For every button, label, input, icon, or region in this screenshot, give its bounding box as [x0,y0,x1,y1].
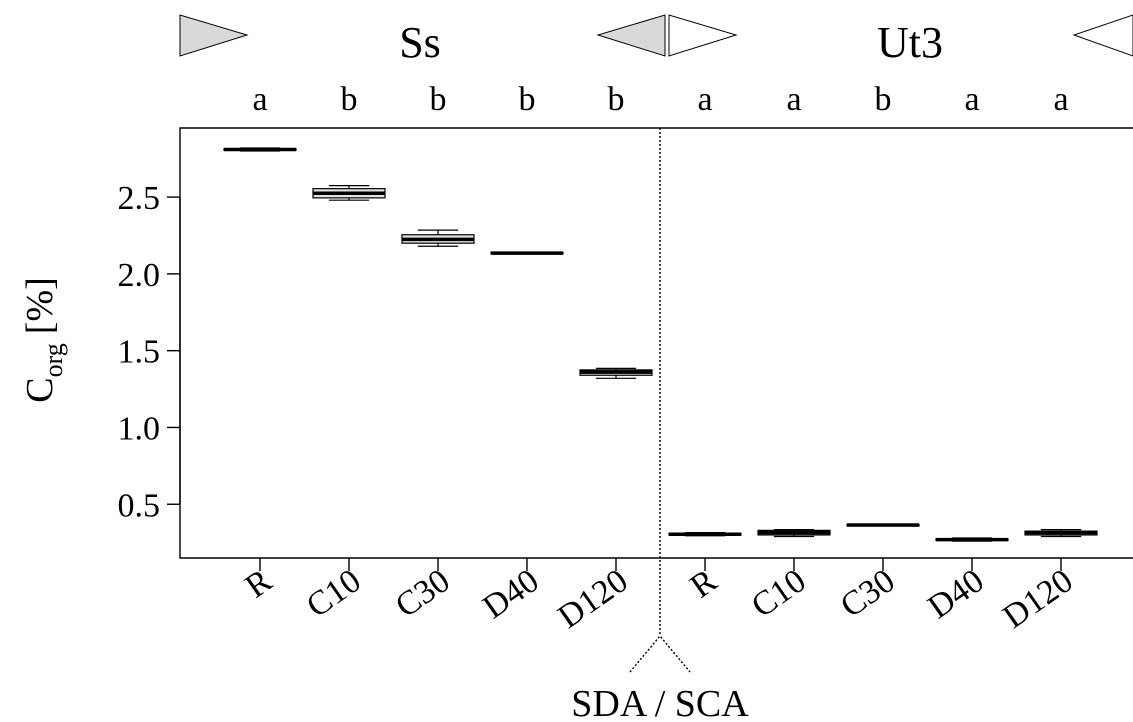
y-axis-label-subscript: org [39,343,68,377]
significance-letter: a [1053,81,1068,118]
x-tick-labels: R C10 C30 D40 D120 R C10 C30 D40 D120 [239,558,1080,636]
significance-letter: a [697,81,712,118]
x-tick-label: D120 [551,562,634,636]
box [401,229,475,247]
y-tick-label: 2.0 [118,257,161,294]
ut3-left-triangle-icon [668,14,738,57]
box [490,251,564,255]
y-tick-label: 2.5 [118,180,161,217]
x-tick-label: C10 [300,562,368,625]
group-title-ut3: Ut3 [877,18,943,67]
ut3-right-triangle-icon [1072,14,1133,57]
x-tick-label: R [239,562,279,606]
x-tick-label: D120 [996,562,1079,636]
boxes [223,147,1098,542]
divider-split [629,634,691,673]
y-axis-label: Corg [%] [19,277,68,403]
y-tick-label: 1.0 [118,410,161,447]
ss-left-triangle-icon [179,14,249,57]
box [1024,528,1098,538]
y-axis-label-unit: [%] [19,277,61,334]
box [668,532,742,537]
group-title-ss: Ss [399,18,441,67]
y-tick-label: 0.5 [118,487,161,524]
x-tick-label: C30 [389,562,457,625]
y-axis: 0.5 1.0 1.5 2.0 2.5 [118,180,181,524]
ss-right-triangle-icon [596,14,666,57]
x-tick-label: C30 [834,562,902,625]
significance-letter: b [430,81,447,118]
significance-letter: a [252,81,267,118]
significance-letter: b [519,81,536,118]
significance-letter: b [875,81,892,118]
y-axis-label-main: C [19,377,61,402]
divider-label: SDA / SCA [571,683,749,722]
x-tick-label: R [684,562,724,606]
box [223,147,297,152]
box [846,523,920,527]
x-tick-label: C10 [745,562,813,625]
y-tick-label: 1.5 [118,334,161,371]
significance-letter: a [786,81,801,118]
significance-letter: b [341,81,358,118]
significance-letter: a [964,81,979,118]
box [579,367,653,379]
box [935,537,1009,542]
box [757,528,831,538]
significance-letter: b [608,81,625,118]
x-tick-label: D40 [921,562,990,626]
x-tick-label: D40 [476,562,545,626]
box [312,184,386,201]
